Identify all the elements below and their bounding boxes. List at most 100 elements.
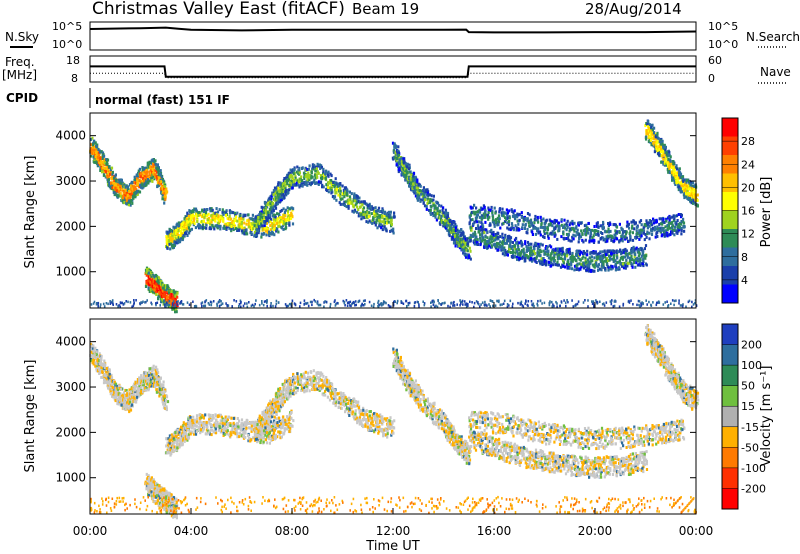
data-point xyxy=(375,212,378,215)
data-point xyxy=(440,214,443,218)
data-point xyxy=(209,218,212,222)
data-point xyxy=(540,223,543,227)
data-point xyxy=(95,145,98,149)
data-point xyxy=(682,225,685,229)
data-point xyxy=(538,251,541,255)
data-point xyxy=(662,217,665,221)
data-point xyxy=(378,214,381,218)
data-point xyxy=(461,248,464,251)
data-point xyxy=(516,242,519,246)
data-point xyxy=(203,226,206,230)
data-point xyxy=(263,224,266,228)
data-point xyxy=(269,197,273,201)
data-point xyxy=(314,176,317,180)
data-point xyxy=(182,236,185,240)
data-point xyxy=(384,221,387,224)
data-point xyxy=(227,217,231,221)
data-point xyxy=(626,264,629,268)
data-point xyxy=(461,232,464,236)
data-point xyxy=(90,154,93,158)
data-point xyxy=(539,254,542,258)
data-point xyxy=(269,228,272,232)
data-point xyxy=(99,150,102,154)
data-point xyxy=(420,192,423,196)
data-point xyxy=(534,242,537,246)
data-point xyxy=(680,232,683,236)
data-point xyxy=(604,255,607,259)
data-point xyxy=(616,261,619,265)
data-point xyxy=(497,220,501,224)
data-point xyxy=(317,183,320,186)
data-point xyxy=(562,232,565,236)
data-point xyxy=(469,235,472,239)
data-point xyxy=(415,192,418,195)
data-point xyxy=(457,244,460,248)
data-point xyxy=(293,179,296,183)
data-point xyxy=(290,206,293,210)
data-point xyxy=(161,184,164,188)
data-point xyxy=(95,157,98,161)
data-point xyxy=(532,252,535,256)
data-point xyxy=(241,226,244,230)
data-point xyxy=(623,264,626,268)
data-point xyxy=(308,173,312,177)
data-point xyxy=(394,146,397,150)
data-point xyxy=(273,191,276,194)
data-point xyxy=(251,213,254,217)
data-point xyxy=(402,168,405,172)
data-point xyxy=(455,234,459,238)
data-point xyxy=(635,229,638,233)
data-point xyxy=(134,195,137,199)
data-point xyxy=(418,189,421,192)
data-point xyxy=(404,162,407,166)
data-point xyxy=(476,210,479,214)
data-point xyxy=(301,182,304,186)
date-label: 28/Aug/2014 xyxy=(585,0,682,18)
data-point xyxy=(631,226,634,230)
data-point xyxy=(468,215,471,219)
data-point xyxy=(215,207,218,211)
data-point xyxy=(94,141,97,145)
data-point xyxy=(397,170,400,174)
data-point xyxy=(676,219,679,222)
data-point xyxy=(387,220,390,224)
data-point xyxy=(604,238,607,241)
data-point xyxy=(270,218,273,222)
data-point xyxy=(146,178,150,181)
data-point xyxy=(596,225,600,229)
data-point xyxy=(497,232,500,236)
data-point xyxy=(254,231,257,234)
data-point xyxy=(163,185,166,189)
data-point xyxy=(550,245,553,249)
data-point xyxy=(120,194,123,198)
data-point xyxy=(371,221,374,225)
data-point xyxy=(223,224,226,228)
data-point xyxy=(272,218,275,221)
freq-tick-bottom: 8 xyxy=(71,72,78,85)
data-point xyxy=(605,253,608,257)
data-point xyxy=(481,207,484,211)
data-point xyxy=(127,188,130,192)
data-point xyxy=(457,230,460,234)
data-point xyxy=(486,215,489,219)
data-point xyxy=(381,228,384,232)
data-point xyxy=(278,192,281,196)
data-point xyxy=(128,190,131,193)
data-point xyxy=(606,249,609,253)
data-point xyxy=(584,238,587,242)
data-point xyxy=(266,231,269,235)
data-point xyxy=(464,237,467,241)
data-point xyxy=(474,210,478,214)
data-point xyxy=(290,211,293,215)
data-point xyxy=(529,219,532,223)
data-point xyxy=(362,206,366,210)
data-point xyxy=(499,245,502,249)
data-point xyxy=(268,220,271,224)
data-point xyxy=(672,214,675,218)
data-point xyxy=(531,259,534,263)
data-point xyxy=(186,211,189,215)
data-point xyxy=(118,185,121,189)
data-point xyxy=(346,193,349,197)
data-point xyxy=(366,211,369,215)
